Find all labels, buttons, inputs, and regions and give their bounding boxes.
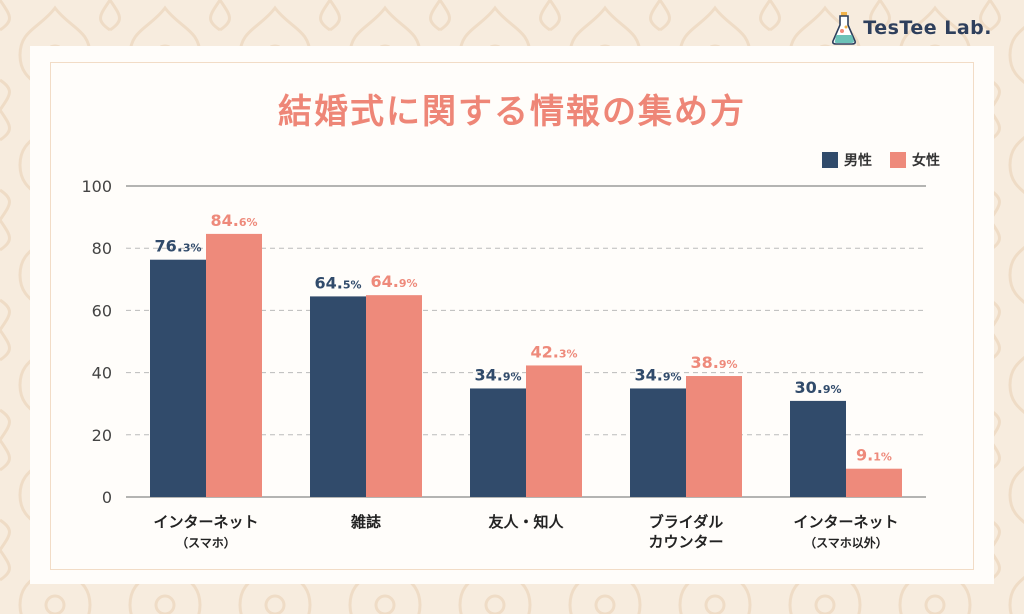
data-label: 34.9% (634, 365, 681, 384)
flask-icon (832, 12, 857, 45)
chart-title: 結婚式に関する情報の集め方 (260, 80, 764, 139)
data-label: 64.9% (370, 272, 417, 291)
legend-item-female: 女性 (890, 150, 940, 170)
data-label: 34.9% (474, 365, 521, 384)
legend-swatch-female (890, 152, 906, 168)
data-label: 38.9% (690, 353, 737, 372)
x-tick-label: 雑誌 (350, 513, 381, 531)
bar-male (470, 388, 526, 497)
y-tick-label: 60 (92, 301, 112, 320)
bar-male (150, 259, 206, 497)
card-border (50, 62, 974, 570)
data-label: 76.3% (154, 237, 201, 256)
x-tick-label: インターネット (153, 513, 258, 531)
bar-female (526, 365, 582, 497)
data-label: 64.5% (314, 273, 361, 292)
y-tick-label: 100 (81, 177, 112, 196)
bar-female (846, 468, 902, 497)
legend-label-male: 男性 (844, 153, 872, 169)
data-label: 30.9% (794, 378, 841, 397)
y-tick-label: 40 (92, 364, 112, 383)
x-tick-label: 友人・知人 (488, 513, 564, 531)
x-tick-label: カウンター (648, 533, 723, 551)
data-label: 84.6% (210, 211, 257, 230)
bar-female (366, 295, 422, 497)
brand-logo: TesTee Lab. (831, 10, 992, 46)
bar-female (686, 376, 742, 497)
x-tick-label: ブライダル (649, 513, 723, 531)
x-tick-label: （スマホ） (176, 535, 236, 550)
x-tick-label: インターネット (793, 513, 898, 531)
legend: 男性 女性 (822, 150, 940, 170)
bar-male (310, 296, 366, 497)
y-tick-label: 80 (92, 239, 112, 258)
bar-female (206, 233, 262, 498)
legend-swatch-male (822, 152, 838, 168)
bar-male (630, 388, 686, 497)
chart-title-text: 結婚式に関する情報の集め方 (278, 92, 746, 132)
legend-label-female: 女性 (912, 153, 940, 169)
bar-male (790, 400, 846, 497)
legend-item-male: 男性 (822, 150, 872, 170)
y-tick-label: 0 (102, 488, 112, 507)
y-tick-label: 20 (92, 426, 112, 445)
title-wrap: 結婚式に関する情報の集め方 (0, 80, 1024, 139)
data-label: 9.1% (856, 446, 892, 465)
data-label: 42.3% (530, 342, 577, 361)
x-tick-label: （スマホ以外） (804, 535, 888, 550)
brand-name: TesTee Lab. (863, 17, 992, 39)
